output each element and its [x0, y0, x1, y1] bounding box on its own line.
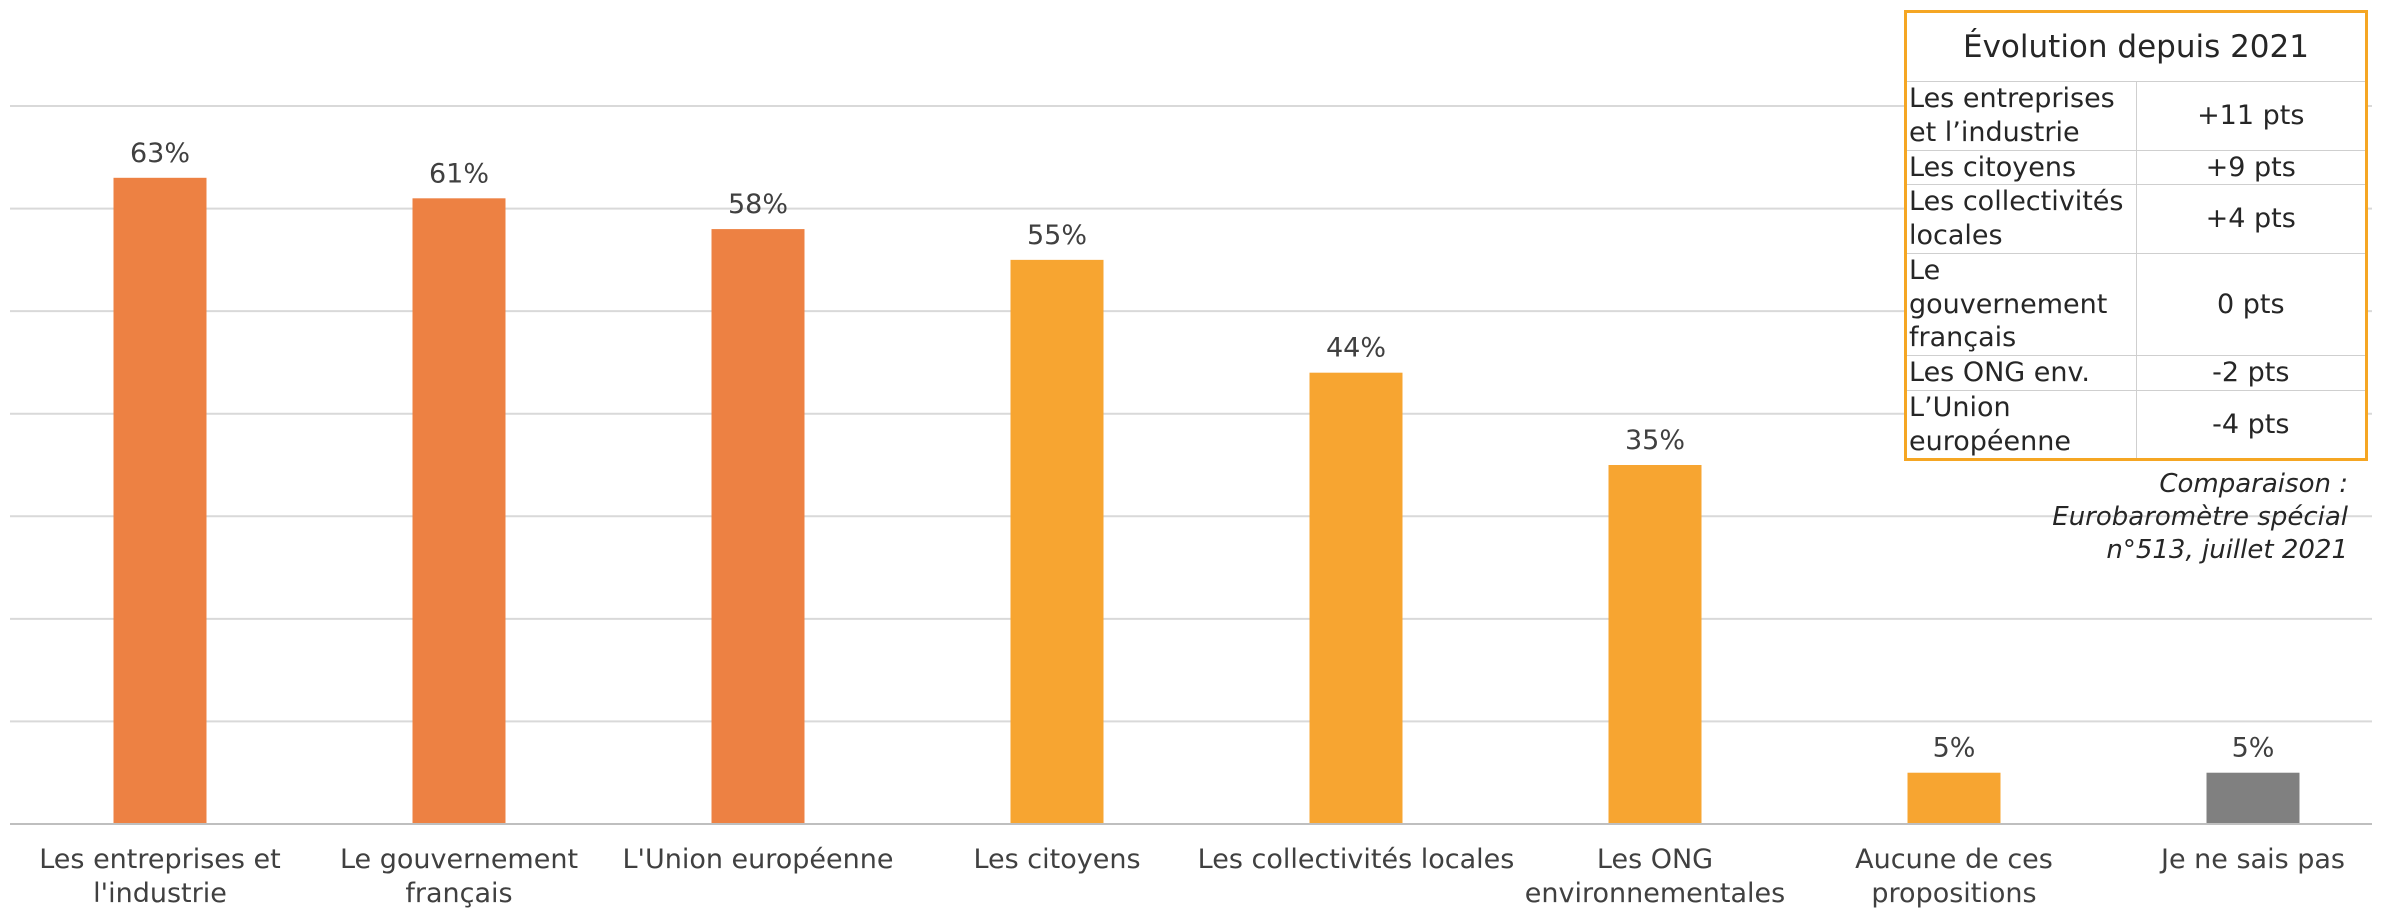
- category-label-line: français: [405, 878, 512, 909]
- evolution-row-name: L’Union européenne: [1905, 389, 2137, 461]
- category-label: Les ONG environnementales: [1525, 844, 1785, 909]
- category-label-line: Aucune de ces: [1855, 844, 2053, 875]
- evolution-row-name-line: français: [1909, 322, 2017, 354]
- category-label-line: l'industrie: [93, 878, 227, 909]
- evolution-row-value: +9 pts: [2135, 149, 2367, 186]
- category-label: Je ne sais pas: [2159, 844, 2345, 875]
- evolution-row-name-line: Les ONG env.: [1909, 357, 2090, 388]
- comparison-note: Comparaison : Eurobaromètre spécial n°51…: [1948, 468, 2348, 567]
- evolution-row-name-line: Les collectivités locales: [1909, 186, 2124, 251]
- bar: [1608, 465, 1702, 824]
- evolution-row-value: -4 pts: [2135, 389, 2367, 461]
- evolution-row-name: Les entreprises et l’industrie: [1905, 81, 2137, 151]
- evolution-row-name: Le gouvernement français: [1905, 252, 2137, 357]
- evolution-table-row: Les citoyens +9 pts: [1905, 149, 2367, 186]
- evolution-table-row: Les entreprises et l’industrie +11 pts: [1905, 81, 2367, 151]
- comparison-note-line: Eurobaromètre spécial: [2052, 502, 2348, 532]
- evolution-table-header-row: Évolution depuis 2021: [1905, 11, 2367, 82]
- bar: [1010, 259, 1104, 824]
- evolution-row-name: Les collectivités locales: [1905, 184, 2137, 254]
- category-label-line: Je ne sais pas: [2159, 844, 2345, 875]
- evolution-table-row: Les collectivités locales +4 pts: [1905, 184, 2367, 254]
- category-label: L'Union européenne: [622, 844, 893, 875]
- data-label: 5%: [1933, 733, 1976, 764]
- bar: [711, 229, 805, 825]
- bar: [1907, 772, 2001, 824]
- data-label: 61%: [429, 158, 489, 189]
- category-labels: Les entreprises et l'industrie Le gouverne…: [39, 844, 2345, 909]
- data-label: 58%: [728, 189, 788, 220]
- evolution-row-name-line: Les entreprises: [1909, 83, 2115, 114]
- bars: [113, 177, 2300, 825]
- data-label: 35%: [1625, 425, 1685, 456]
- bar: [2206, 772, 2300, 824]
- category-label: Les citoyens: [973, 844, 1140, 875]
- bar: [1309, 372, 1403, 824]
- category-label-line: L'Union européenne: [622, 844, 893, 875]
- evolution-row-name-line: et l’industrie: [1909, 116, 2080, 148]
- evolution-row-value: 0 pts: [2135, 252, 2367, 357]
- category-label: Aucune de ces propositions: [1855, 844, 2053, 909]
- category-label-line: Les ONG: [1597, 844, 1713, 875]
- category-label: Le gouvernement français: [340, 844, 578, 909]
- comparison-note-line: n°513, juillet 2021: [2106, 535, 2348, 565]
- evolution-row-name-line: L’Union européenne: [1909, 391, 2071, 457]
- evolution-row-name-line: Le gouvernement: [1909, 254, 2108, 320]
- data-label: 5%: [2232, 733, 2275, 764]
- evolution-row-value: -2 pts: [2135, 355, 2367, 391]
- evolution-row-name: Les citoyens: [1905, 149, 2137, 186]
- category-label-line: propositions: [1871, 878, 2036, 909]
- category-label: Les entreprises et l'industrie: [39, 844, 281, 909]
- comparison-note-line: Comparaison :: [2159, 469, 2348, 499]
- evolution-table: Évolution depuis 2021 Les entreprises et …: [1904, 10, 2368, 462]
- bar: [113, 177, 207, 825]
- data-label: 63%: [130, 138, 190, 169]
- evolution-table-row: Le gouvernement français 0 pts: [1905, 252, 2367, 357]
- gridlines: [10, 105, 2372, 723]
- evolution-table-row: Les ONG env. -2 pts: [1905, 355, 2367, 391]
- evolution-row-name: Les ONG env.: [1905, 355, 2137, 391]
- bar: [412, 198, 506, 825]
- category-label-line: environnementales: [1525, 878, 1785, 909]
- category-label-line: Le gouvernement: [340, 844, 578, 875]
- data-labels: 63% 61% 58% 55% 44% 35% 5% 5%: [130, 138, 2274, 764]
- evolution-row-value: +4 pts: [2135, 184, 2367, 254]
- category-label-line: Les collectivités locales: [1198, 844, 1515, 875]
- data-label: 55%: [1027, 220, 1087, 251]
- evolution-row-value: +11 pts: [2135, 81, 2367, 151]
- evolution-row-name-line: Les citoyens: [1909, 151, 2077, 183]
- evolution-table-row: L’Union européenne -4 pts: [1905, 389, 2367, 461]
- evolution-table-title: Évolution depuis 2021: [1905, 11, 2367, 82]
- data-label: 44%: [1326, 333, 1386, 364]
- category-label: Les collectivités locales: [1198, 844, 1515, 875]
- category-label-line: Les entreprises et: [39, 844, 281, 875]
- category-label-line: Les citoyens: [973, 844, 1140, 875]
- evolution-table-body: Les entreprises et l’industrie +11 pts Les …: [1905, 81, 2367, 461]
